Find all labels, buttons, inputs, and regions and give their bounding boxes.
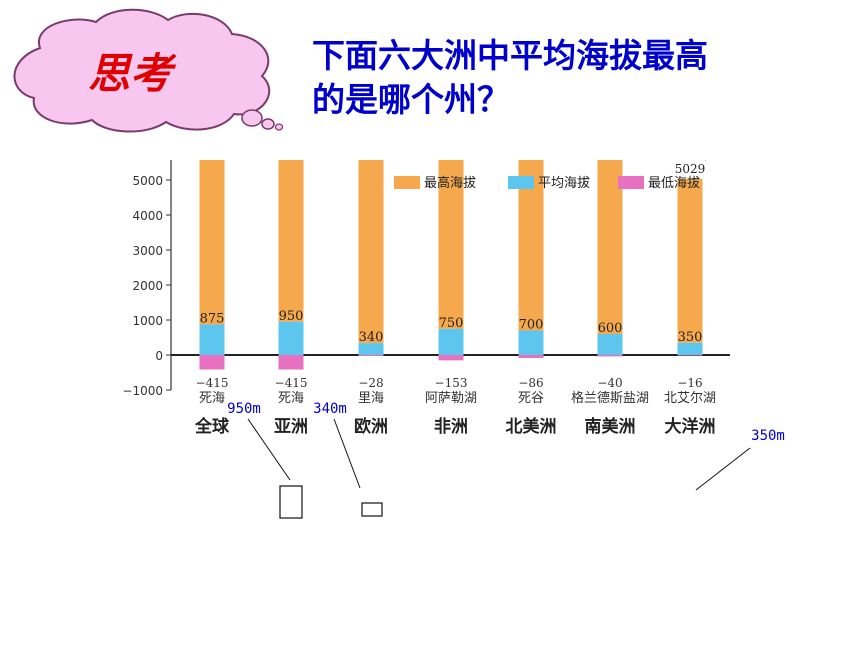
bars-layer (199, 160, 703, 370)
bar-average-1 (199, 324, 225, 355)
badge-text: 思考 (88, 49, 177, 98)
low-value-5: −86 (518, 376, 543, 390)
low-name-1: 死海 (199, 391, 225, 406)
y-tick-label: 4000 (132, 209, 163, 223)
bar-average-5 (518, 330, 544, 355)
avg-value-4: 750 (439, 316, 464, 331)
legend-label-3: 最低海拔 (648, 176, 700, 191)
y-tick-label: 3000 (132, 244, 163, 258)
y-tick-label: 2000 (132, 279, 163, 293)
low-name-4: 阿萨勒湖 (425, 391, 477, 406)
y-tick-label: 1000 (132, 314, 163, 328)
low-value-1: −415 (196, 376, 229, 390)
bar-highest-1 (199, 160, 225, 325)
cloud-bubble-medium (261, 118, 275, 130)
annotation-text-2: 340m (313, 401, 347, 417)
bar-highest-7 (677, 178, 703, 343)
category-label-3: 欧洲 (354, 416, 388, 437)
category-label-1: 全球 (194, 416, 230, 437)
annotation-text-1: 950m (227, 401, 261, 417)
annotation-layer: 950m 340m 350m (227, 401, 785, 519)
legend-label-2: 平均海拔 (538, 176, 590, 191)
low-name-3: 里海 (358, 391, 384, 406)
bar-lowest-7 (677, 355, 703, 356)
question-text: 下面六大洲中平均海拔最高 的是哪个州？ (312, 34, 832, 122)
labels-layer: 珠穆朗玛峰8844.43875−415死海全球珠穆朗玛峰950−415死海亚洲厄… (194, 160, 716, 437)
cloud-bubble-large (241, 109, 263, 127)
annotation-arrow-2 (333, 418, 361, 489)
bar-highest-6 (597, 160, 623, 335)
bar-highest-4 (438, 160, 464, 329)
avg-value-5: 700 (519, 318, 544, 333)
low-value-3: −28 (358, 376, 383, 390)
legend-label-1: 最高海拔 (424, 175, 476, 191)
category-label-7: 大洋洲 (665, 416, 716, 437)
low-name-5: 死谷 (518, 391, 544, 406)
bar-lowest-1 (199, 355, 225, 370)
low-value-4: −153 (435, 376, 468, 390)
legend-swatch-3 (618, 176, 644, 189)
bar-highest-3 (358, 160, 384, 344)
cloud-bubble-small (274, 123, 284, 131)
highlight-frame-asia (279, 485, 303, 519)
bar-highest-2 (278, 160, 304, 322)
bar-lowest-2 (278, 355, 304, 370)
bar-lowest-4 (438, 355, 464, 361)
legend-layer: 最高海拔 平均海拔 最低海拔 (394, 175, 700, 191)
annotation-arrow-1 (247, 418, 291, 481)
bar-lowest-6 (597, 355, 623, 357)
peak-value-7: 5029 (675, 162, 706, 176)
avg-value-6: 600 (598, 321, 623, 336)
bar-average-7 (677, 342, 703, 355)
thinking-cloud-badge: 思考 (13, 8, 284, 133)
avg-value-3: 340 (359, 330, 384, 345)
question-line-2: 的是哪个州？ (312, 80, 510, 119)
question-line-1: 下面六大洲中平均海拔最高 (312, 36, 708, 75)
category-label-2: 亚洲 (274, 417, 308, 437)
category-label-5: 北美洲 (506, 416, 557, 437)
highlight-frame-europe (361, 502, 383, 517)
bar-lowest-3 (358, 355, 384, 356)
low-value-6: −40 (597, 376, 622, 390)
category-label-6: 南美洲 (585, 416, 636, 437)
avg-value-1: 875 (200, 311, 225, 326)
annotation-arrow-3 (695, 447, 751, 491)
bar-average-2 (278, 321, 304, 355)
legend-swatch-2 (508, 176, 534, 189)
y-tick-label: 0 (155, 349, 163, 363)
low-name-6: 格兰德斯盐湖 (571, 390, 649, 406)
low-value-2: −415 (275, 376, 308, 390)
category-label-4: 非洲 (434, 416, 468, 437)
legend-swatch-1 (394, 176, 420, 189)
y-tick-label: −1000 (122, 384, 163, 398)
bar-lowest-5 (518, 355, 544, 359)
continent-elevation-chart: 9000800070006000500040003000200010000−10… (122, 160, 785, 519)
bar-average-3 (358, 343, 384, 355)
avg-value-7: 350 (678, 330, 703, 345)
annotation-text-3: 350m (751, 428, 785, 444)
bar-average-4 (438, 328, 464, 355)
low-name-7: 北艾尔湖 (664, 391, 716, 406)
avg-value-2: 950 (279, 309, 304, 324)
y-tick-label: 5000 (132, 174, 163, 188)
bar-average-6 (597, 334, 623, 355)
low-name-2: 死海 (278, 391, 304, 406)
cloud-shape (13, 8, 271, 133)
peak-name-7: 查亚峰 (670, 160, 709, 163)
low-value-7: −16 (677, 376, 702, 390)
